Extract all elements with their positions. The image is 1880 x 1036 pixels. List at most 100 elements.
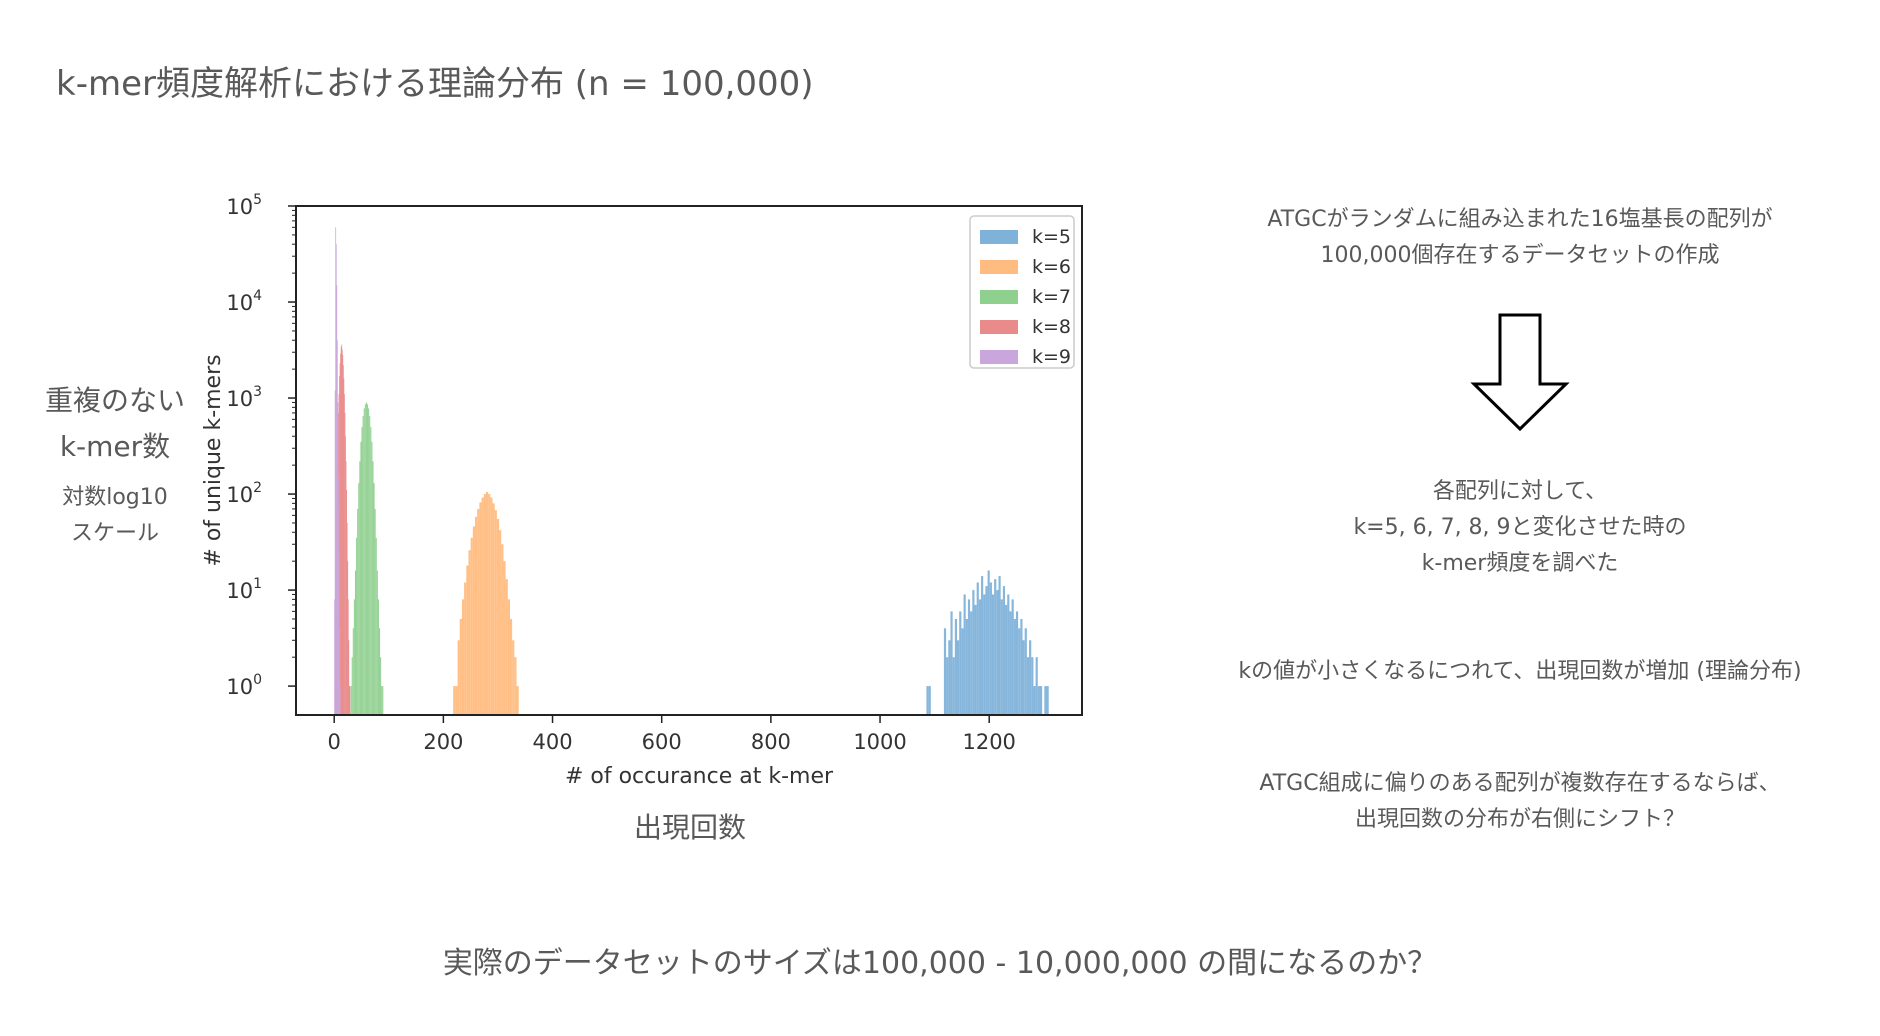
histogram-bar	[374, 508, 376, 715]
ylabel-jp-line1: 重複のない	[44, 384, 185, 417]
histogram-bar	[372, 461, 374, 715]
histogram-bar	[365, 402, 367, 715]
histogram-bar	[943, 628, 947, 715]
histogram-bar	[974, 604, 977, 715]
histogram-bar	[1031, 657, 1034, 715]
y-axis-japanese-label: 重複のない k-mer数 対数log10 スケール	[30, 378, 200, 552]
x-axis-label: # of occurance at k-mer	[565, 764, 834, 789]
legend-swatch	[980, 260, 1018, 274]
histogram-bar	[972, 590, 975, 715]
histogram-bar	[991, 594, 995, 715]
histogram-bar	[349, 686, 351, 715]
histogram-bar	[952, 657, 955, 715]
legend-swatch	[980, 290, 1018, 304]
histogram-bar	[346, 522, 348, 715]
histogram-bar	[335, 244, 337, 715]
histogram-bar	[976, 582, 979, 715]
histogram-bar	[507, 599, 510, 715]
histogram-bar	[339, 686, 341, 715]
y-tick-label: 102	[226, 480, 262, 507]
histogram-bar	[345, 436, 346, 715]
histogram-bar	[1024, 628, 1027, 715]
histogram-bar	[351, 657, 353, 715]
note-method-line1: 各配列に対して、	[1432, 479, 1608, 504]
y-tick-label: 100	[226, 672, 262, 699]
ylabel-jp-line4: スケール	[70, 521, 159, 546]
note-method: 各配列に対して、 k=5, 6, 7, 8, 9と変化させた時の k-mer頻度…	[1180, 474, 1860, 582]
histogram-chart: 0 200 400 600 800 1000 1200 100 101 102 103 104 105 #…	[201, 192, 1083, 789]
histogram-bar	[352, 628, 354, 715]
histogram-bar	[503, 561, 506, 715]
histogram-bar	[1018, 628, 1021, 715]
down-arrow-icon	[1470, 313, 1570, 432]
histogram-bar	[345, 461, 347, 715]
histogram-bar	[1015, 611, 1019, 715]
y-tick-label: 105	[226, 192, 262, 219]
histogram-bar	[381, 686, 383, 715]
histogram-bar	[996, 590, 999, 715]
histogram-bar	[505, 579, 508, 715]
histogram-bar	[378, 628, 381, 715]
histogram-bar	[928, 686, 931, 715]
histogram-bar	[475, 516, 478, 715]
histogram-bar	[363, 408, 365, 715]
histogram-bar	[362, 416, 364, 715]
bottom-question: 実際のデータセットのサイズは100,000 - 10,000,000 の間になる…	[442, 946, 1438, 981]
x-tick-label: 200	[423, 730, 463, 754]
y-axis-label: # of unique k-mers	[201, 354, 226, 566]
y-tick-label: 101	[226, 576, 262, 603]
histogram-bar	[496, 518, 500, 715]
legend-label: k=8	[1032, 316, 1071, 338]
x-tick-label: 1200	[962, 730, 1015, 754]
histogram-bar	[481, 497, 484, 715]
note-observation-line: kの値が小さくなるにつれて、出現回数が増加 (理論分布)	[1238, 659, 1802, 684]
legend-label: k=5	[1032, 226, 1071, 248]
histogram-bar	[453, 686, 456, 715]
histogram-bar	[342, 365, 344, 715]
histogram-bar	[509, 618, 513, 715]
histogram-bar	[350, 686, 352, 715]
histogram-bar	[985, 586, 988, 715]
histogram-bar	[959, 611, 962, 715]
x-axis-japanese-label: 出現回数	[633, 811, 746, 844]
histogram-bar	[479, 502, 482, 715]
histogram-bar	[1007, 594, 1010, 715]
x-tick-label: 400	[532, 730, 572, 754]
ylabel-jp-line2: k-mer数	[59, 430, 171, 463]
note-hypothesis: ATGC組成に偏りのある配列が複数存在するならば、 出現回数の分布が右側にシフト…	[1180, 766, 1860, 838]
note-hypothesis-line2: 出現回数の分布が右側にシフト？	[1354, 807, 1685, 832]
note-dataset: ATGCがランダムに組み込まれた16塩基長の配列が 100,000個存在するデー…	[1180, 202, 1860, 274]
legend-label: k=7	[1032, 286, 1071, 308]
histogram-bar	[1005, 604, 1008, 715]
histogram-bar	[466, 565, 469, 715]
histogram-bar	[337, 402, 339, 715]
histogram-bar	[336, 285, 338, 715]
histogram-bar	[339, 375, 340, 715]
histogram-bar	[492, 503, 495, 715]
histogram-bar	[965, 618, 968, 715]
histogram-bar	[336, 340, 338, 715]
histogram-bar	[957, 640, 960, 715]
note-dataset-line2: 100,000個存在するデータセットの作成	[1320, 243, 1720, 268]
page-title: k-mer頻度解析における理論分布 (n = 100,000)	[56, 64, 814, 104]
histogram-bar	[468, 550, 471, 715]
histogram-bar	[1002, 586, 1006, 715]
note-method-line2: k=5, 6, 7, 8, 9と変化させた時の	[1353, 515, 1687, 540]
histogram-bar	[366, 404, 369, 715]
legend-swatch	[980, 230, 1018, 244]
histogram-bar	[341, 344, 343, 715]
histogram-bar	[963, 594, 966, 715]
histogram-bar	[464, 582, 467, 715]
histogram-bar	[514, 657, 517, 715]
x-tick-label: 600	[642, 730, 682, 754]
histogram-bar	[926, 686, 929, 715]
note-observation: kの値が小さくなるにつれて、出現回数が増加 (理論分布)	[1180, 654, 1860, 690]
series-k-7	[350, 402, 384, 715]
series-k-9	[334, 227, 341, 716]
histogram-bar	[382, 686, 384, 715]
histogram-bar	[1029, 640, 1032, 715]
histogram-bar	[1044, 686, 1047, 715]
histogram-bar	[373, 483, 375, 715]
histogram-bar	[343, 378, 345, 715]
histogram-bar	[998, 576, 1001, 715]
